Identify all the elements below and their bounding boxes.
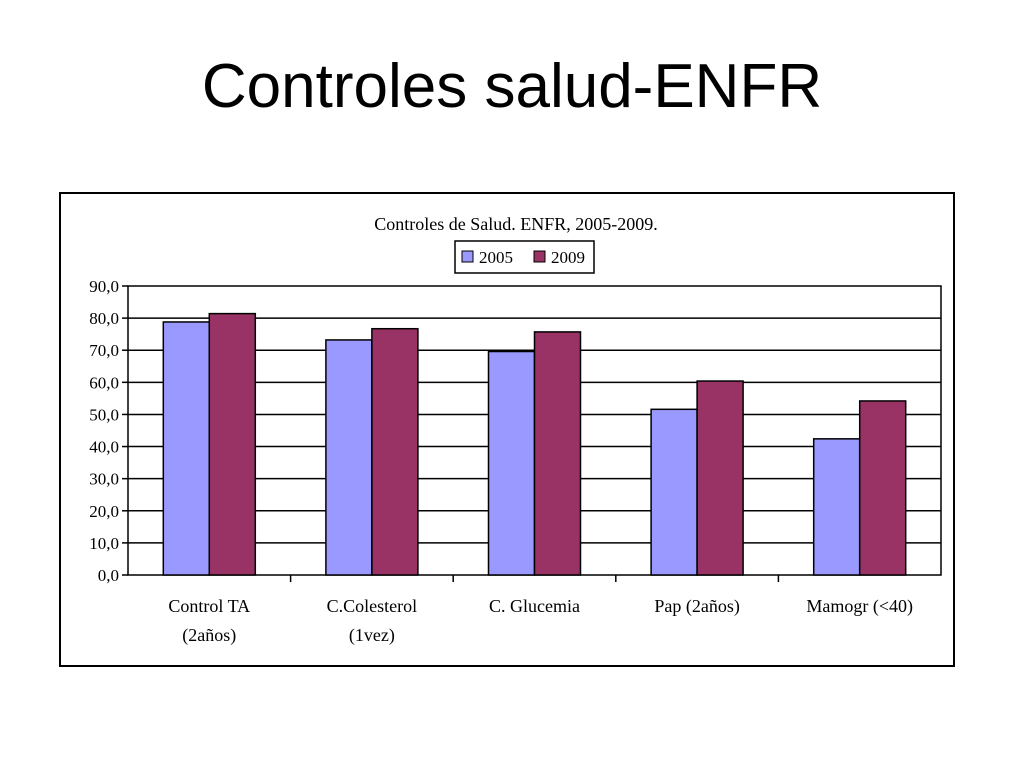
- legend-label-2005: 2005: [479, 248, 513, 267]
- legend-box: [454, 240, 595, 274]
- plot-area: 0,0 10,0 20,0 30,0 40,0 50,0 60,0 70,0 80,0 90,0 C…: [89, 277, 942, 646]
- y-tick-label: 30,0: [89, 470, 119, 489]
- bar-2005: [487, 350, 536, 576]
- legend-swatch-2005: [461, 250, 474, 263]
- bar-2009: [858, 400, 907, 576]
- chart-legend: 2005 2009: [454, 240, 595, 274]
- legend-label-2009: 2009: [551, 248, 585, 267]
- bar-2005: [162, 321, 211, 576]
- bar-2005: [325, 339, 373, 576]
- y-tick-label: 20,0: [89, 502, 119, 521]
- legend-swatch-2009: [533, 250, 546, 263]
- y-tick-label: 70,0: [89, 341, 119, 360]
- y-tick-label: 60,0: [89, 373, 119, 392]
- y-tick-label: 0,0: [98, 566, 119, 585]
- y-tick-label: 10,0: [89, 534, 119, 553]
- x-tick-label: Control TA: [168, 596, 250, 616]
- chart-title: Controles de Salud. ENFR, 2005-2009.: [374, 214, 658, 234]
- bar-2005: [650, 408, 698, 576]
- slide-title: Controles salud-ENFR: [201, 52, 823, 121]
- y-tick-label: 40,0: [89, 438, 119, 457]
- x-tick-label: C.Colesterol: [327, 596, 418, 616]
- y-tick-label: 80,0: [89, 309, 119, 328]
- y-tick-label: 50,0: [89, 405, 119, 424]
- bar-2005: [812, 438, 861, 576]
- bar-2009: [208, 312, 257, 576]
- x-tick-label: Pap (2años): [654, 596, 739, 617]
- bar-2009: [533, 331, 582, 576]
- x-tick-label: (1vez): [349, 625, 395, 646]
- x-tick-label: C. Glucemia: [489, 596, 580, 616]
- x-tick-label: (2años): [182, 625, 236, 646]
- bar-2009: [371, 327, 419, 576]
- bar-2009: [696, 380, 744, 576]
- x-tick-label: Mamogr (<40): [806, 596, 913, 617]
- y-tick-label: 90,0: [89, 277, 119, 296]
